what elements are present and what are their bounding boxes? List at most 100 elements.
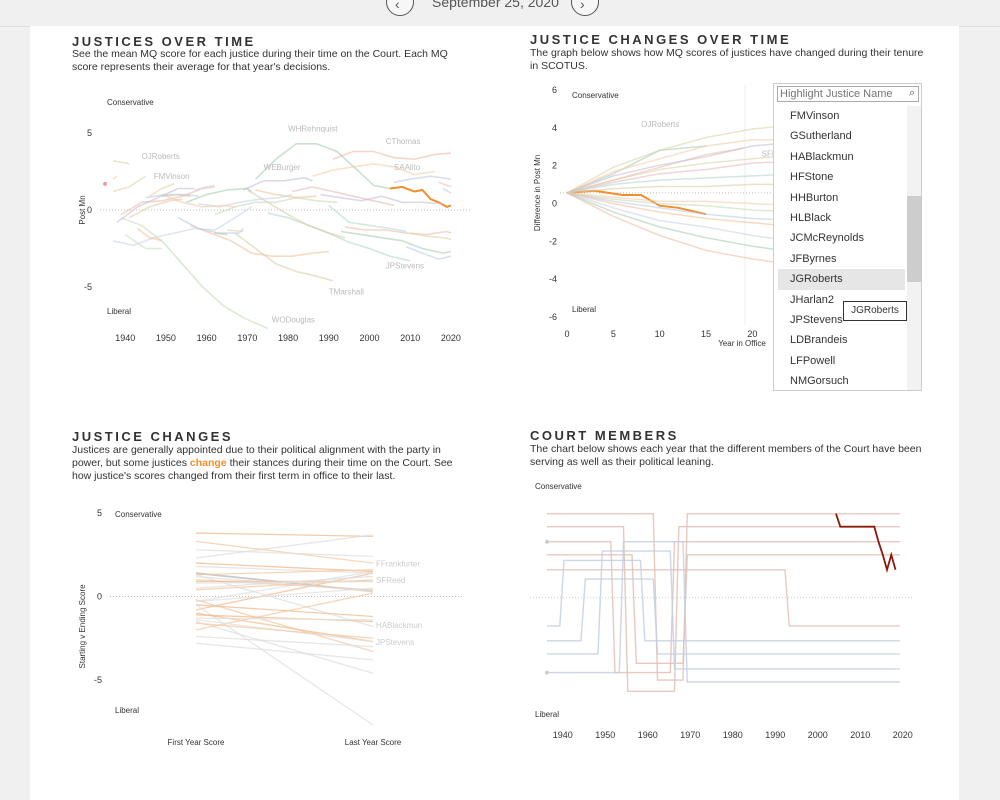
y-tick-label: 0 [552,199,557,209]
x-tick-label: 20 [747,329,757,339]
justice-list-item[interactable]: JCMcReynolds [790,232,864,245]
series-label: SFReed [376,576,405,585]
series-label: HABlackmun [376,621,422,630]
series-line [566,155,775,194]
x-tick-label: 2010 [850,730,870,740]
justice-list-scrollbar[interactable] [907,106,921,390]
series-line [145,193,199,199]
series-label: FFrankfurter [376,559,420,568]
slope-line [195,614,374,623]
series-line [226,229,244,233]
series-line [112,175,147,193]
series-line [214,232,228,236]
series-line [438,181,452,188]
conservative-label: Conservative [115,510,162,519]
justice-list: FMVinson GSutherland HABlackmun HFStone HHBu… [774,106,905,390]
justice-list-item[interactable]: JGRoberts [778,269,905,290]
series-line [389,185,452,208]
x-tick-label: 1960 [638,730,658,740]
x-category-label: Last Year Score [345,738,402,747]
next-date-button[interactable]: › [571,0,599,16]
prev-date-button[interactable]: ‹ [386,0,414,16]
top-bar: ‹ September 25, 2020 › [0,0,1000,27]
seat-line [835,513,897,574]
x-tick-label: 2020 [893,730,913,740]
panel4-title: COURT MEMBERS [530,428,679,443]
point-marker [545,670,549,675]
series-line [393,175,452,184]
series-line [234,232,334,282]
y-axis-label: Post Mn [78,195,87,224]
series-line [242,176,313,191]
series-line [194,184,215,191]
scrollbar-thumb[interactable] [907,196,921,282]
seat-line [547,578,900,655]
slope-line [195,592,374,631]
slope-line [195,599,374,653]
slope-line [195,540,374,564]
justice-list-item[interactable]: LDBrandeis [790,334,848,347]
series-line [566,192,775,212]
justice-list-item[interactable]: HABlackmun [790,150,854,163]
x-tick-label: 5 [611,329,616,339]
series-line [442,187,452,194]
conservative-label: Conservative [535,482,582,491]
liberal-label: Liberal [107,307,131,316]
slope-line [195,617,374,621]
slope-line [195,580,374,584]
series-line [291,186,395,207]
justice-list-item[interactable]: HLBlack [790,211,831,224]
series-line [566,161,775,194]
change-highlight-text: change [189,457,227,469]
y-tick-label: -6 [549,312,557,322]
justice-list-item[interactable]: LFPowell [790,354,836,367]
series-line [566,192,775,263]
highlight-justice-panel: ⌕ FMVinson GSutherland HABlackmun HFStone HH… [773,83,922,391]
y-tick-label: -5 [94,675,102,685]
slope-line [195,612,374,643]
justice-list-item[interactable]: JHarlan2 [790,293,835,306]
date-label: September 25, 2020 [432,0,559,10]
slope-line [195,604,374,618]
justice-list-item[interactable]: HFStone [790,171,834,184]
conservative-label: Conservative [572,91,619,100]
justice-list-item[interactable]: FMVinson [790,110,840,122]
series-line [566,126,775,194]
x-tick-label: 1940 [553,730,573,740]
seat-line [547,541,900,683]
series-line [112,206,252,247]
x-tick-label: 15 [701,329,711,339]
y-tick-label: -4 [549,274,557,284]
highlight-justice-input[interactable] [777,86,919,102]
panel4-description: The chart below shows each year that the… [530,443,922,468]
series-line [124,233,162,250]
y-tick-label: 5 [97,508,102,518]
justice-list-item[interactable]: JPStevens [790,313,843,326]
series-line [566,145,707,194]
search-icon[interactable]: ⌕ [909,87,916,99]
series-label: FMVinson [154,172,190,181]
x-axis-label: Year in Office [718,339,766,348]
slope-line [195,569,374,576]
x-tick-label: 2000 [359,333,379,343]
x-tick-label: 1970 [680,730,700,740]
y-axis-label: Difference in Post Mn [533,155,542,231]
y-tick-label: 6 [552,85,557,95]
panel1-description: See the mean MQ score for each justice d… [72,48,448,73]
series-line [340,230,452,254]
slope-line [195,532,374,538]
justice-list-item[interactable]: HHBurton [790,191,839,204]
panel3-description-post: their stances during their time on the C… [72,457,453,482]
point-marker [545,539,549,544]
series-label: SAAlito [394,163,421,172]
slope-line [195,642,374,661]
justice-list-item[interactable]: NMGorsuch [790,375,849,388]
justice-list-item[interactable]: GSutherland [790,130,852,143]
y-tick-label: -5 [84,282,92,292]
x-tick-label: 1940 [115,333,135,343]
justice-list-item[interactable]: JFByrnes [790,252,837,265]
series-line [566,138,775,194]
x-tick-label: 1990 [765,730,785,740]
series-label: JPStevens [386,261,424,270]
